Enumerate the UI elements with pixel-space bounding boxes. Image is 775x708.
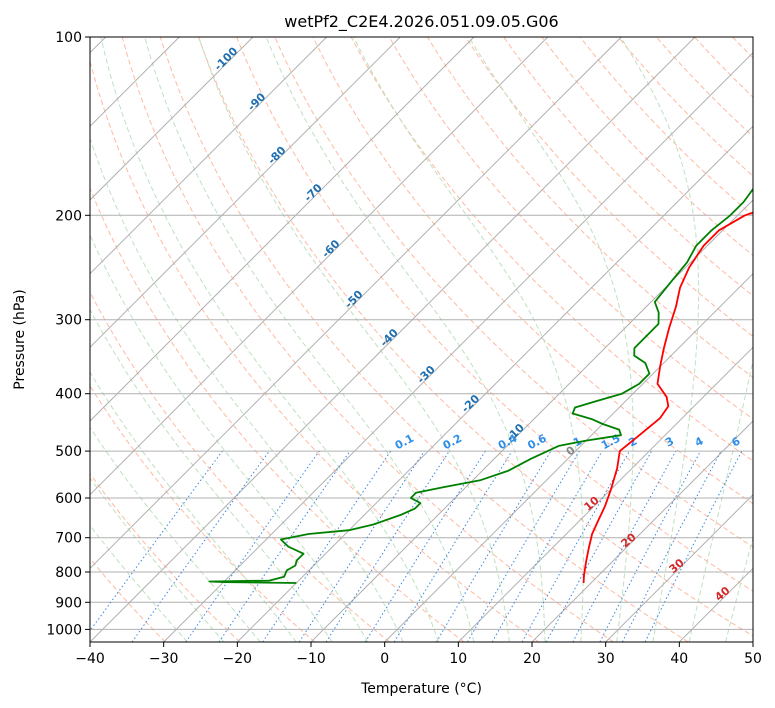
moist-adiabat: [353, 37, 584, 642]
mixing-ratio-line: [325, 450, 450, 642]
y-tick-label: 300: [55, 313, 82, 329]
mixing-ratio-line: [572, 450, 677, 642]
y-tick-label: 100: [55, 30, 82, 46]
mixing-ratio-line: [545, 450, 653, 642]
dry-adiabat: [388, 37, 753, 420]
y-tick-label: 400: [55, 387, 82, 403]
x-tick-label: −10: [296, 651, 326, 667]
isotherm: [531, 420, 753, 642]
y-tick-label: 500: [55, 444, 82, 460]
dry-adiabat: [274, 37, 753, 548]
mixing-ratio-line: [131, 450, 270, 642]
plot-frame: [89, 36, 754, 643]
y-tick-label: 700: [55, 531, 82, 547]
y-axis-label: Pressure (hPa): [12, 289, 28, 389]
isotherm: [90, 37, 475, 422]
mixing-ratio-line: [262, 450, 392, 642]
dry-adiabat: [465, 37, 753, 337]
moist-adiabat: [90, 477, 225, 642]
isotherm: [236, 125, 753, 642]
x-tick-label: 10: [449, 651, 467, 667]
moist-adiabat: [100, 37, 439, 642]
y-tick-label: 800: [55, 565, 82, 581]
moist-adiabat: [144, 37, 475, 642]
dry-adiabat: [198, 37, 753, 637]
mixing-ratio-line: [521, 450, 630, 642]
y-tick-label: 1000: [46, 622, 82, 638]
background-lines: [90, 37, 753, 642]
isotherm: [90, 37, 254, 201]
x-tick-label: 20: [523, 651, 541, 667]
moist-adiabat: [725, 536, 753, 642]
mixing-ratio-line: [185, 450, 320, 642]
moist-adiabat: [688, 358, 753, 642]
isotherm: [90, 37, 549, 496]
x-tick-label: 50: [744, 651, 762, 667]
dry-adiabat: [617, 37, 753, 177]
moist-adiabat: [90, 426, 261, 642]
isotherm: [605, 493, 753, 642]
y-tick-label: 900: [55, 595, 82, 611]
x-tick-label: −30: [149, 651, 179, 667]
dry-adiabat: [312, 37, 753, 505]
isotherm: [384, 272, 753, 642]
isotherm: [90, 37, 328, 275]
dry-adiabat: [90, 384, 316, 642]
moist-adiabat: [90, 233, 369, 642]
x-axis-label: Temperature (°C): [360, 681, 482, 697]
mixing-ratio-line: [298, 450, 425, 642]
dewpoint-profile: [208, 187, 753, 584]
dry-adiabat: [90, 186, 465, 642]
mixing-ratio-line: [393, 450, 513, 642]
mixing-ratio-line: [218, 450, 351, 642]
mixing-ratio-line: [90, 450, 223, 632]
x-tick-label: 40: [670, 651, 688, 667]
dry-adiabat: [90, 472, 241, 642]
dry-adiabat: [90, 291, 390, 642]
dry-adiabat: [121, 37, 614, 642]
x-tick-label: 30: [597, 651, 615, 667]
dry-adiabat: [236, 37, 753, 592]
dry-adiabat: [579, 37, 753, 217]
x-tick-label: 0: [380, 651, 389, 667]
isotherm: [457, 346, 753, 642]
mixing-ratio-line: [644, 450, 743, 642]
isotherm: [163, 51, 753, 642]
moist-adiabat: [265, 37, 546, 642]
isotherm: [90, 37, 401, 349]
chart-title: wetPf2_C2E4.2026.051.09.05.G06: [284, 12, 558, 32]
dry-adiabat: [90, 59, 540, 642]
profile-series: [208, 187, 753, 584]
x-tick-label: −40: [75, 651, 105, 667]
moist-adiabat: [620, 37, 700, 642]
temperature-profile: [582, 211, 753, 584]
moist-adiabat: [90, 308, 333, 642]
isotherm: [310, 199, 753, 642]
dry-adiabat: [159, 37, 689, 642]
moist-adiabat: [90, 136, 404, 642]
isotherm: [90, 37, 696, 642]
y-tick-label: 600: [55, 491, 82, 507]
axes: −40 −30 −20 −10 0 10 20 30 40 50 100 200 300 400 500 60…: [46, 30, 762, 667]
moist-adiabat: [198, 37, 510, 642]
dry-adiabat: [541, 37, 753, 257]
x-tick-label: −20: [223, 651, 253, 667]
y-tick-label: 200: [55, 208, 82, 224]
dry-adiabat: [426, 37, 753, 379]
isotherm: [90, 37, 622, 570]
